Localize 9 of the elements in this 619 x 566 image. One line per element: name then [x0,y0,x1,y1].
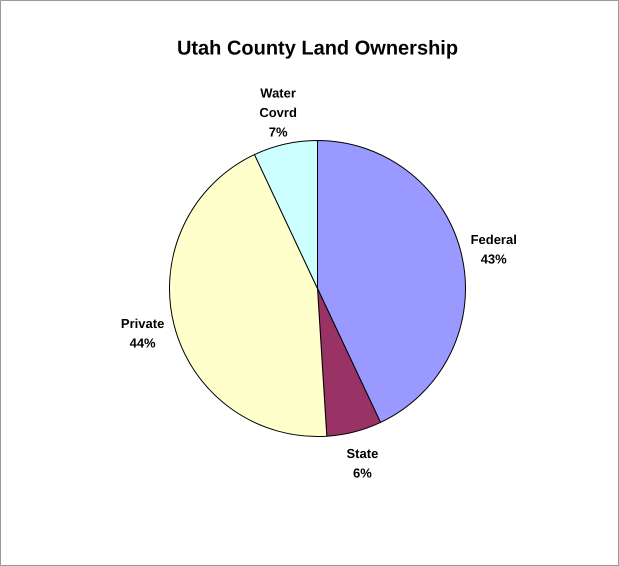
slice-label: Federal [470,232,517,247]
chart-title: Utah County Land Ownership [176,38,458,60]
slice-label: Private [120,316,164,332]
data-label: 6% [353,466,372,481]
data-label: 7% [268,124,288,140]
slice-label: Water Covrd [259,85,297,120]
data-label: 44% [130,336,156,351]
data-label: 43% [480,251,508,266]
slice-label: State [346,446,378,462]
